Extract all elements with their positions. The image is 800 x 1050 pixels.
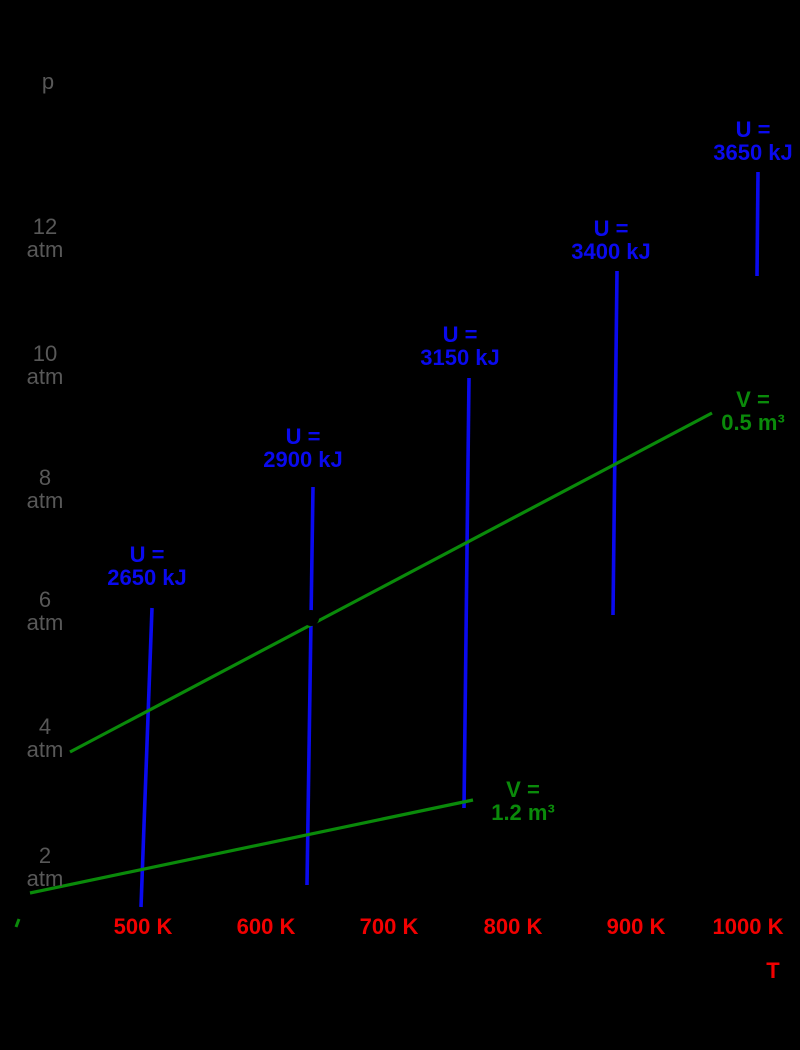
y-tick-unit: atm <box>26 488 64 513</box>
v-label-line2: 1.2 m³ <box>491 800 555 825</box>
y-tick-10-atm: 10 atm <box>27 342 64 388</box>
x-tick-700k: 700 K <box>359 914 419 939</box>
u-2650-line <box>139 607 154 908</box>
v-1.2-line <box>29 798 474 895</box>
u-label-line1: U = <box>129 542 165 567</box>
v-1.2-label: V = 1.2 m³ <box>491 778 555 824</box>
x-tick-500k: 500 K <box>113 914 173 939</box>
u-label-line2: 3400 kJ <box>571 239 651 264</box>
y-tick-6-atm: 6 atm <box>27 588 64 634</box>
x-tick-900k: 900 K <box>606 914 666 939</box>
v-label-line2: 0.5 m³ <box>721 410 785 435</box>
u-label-line2: 3650 kJ <box>713 140 793 165</box>
y-tick-value: 8 <box>38 465 52 490</box>
u-label-line2: 2900 kJ <box>263 447 343 472</box>
u-2900-line <box>305 486 315 886</box>
y-tick-unit: atm <box>26 237 64 262</box>
u-3650-label: U = 3650 kJ <box>713 118 793 164</box>
stray-green-mark <box>14 918 21 928</box>
y-tick-2-atm: 2 atm <box>27 844 64 890</box>
y-tick-unit: atm <box>26 364 64 389</box>
y-tick-4-atm: 4 atm <box>27 715 64 761</box>
y-tick-unit: atm <box>26 866 64 891</box>
state-point-dot <box>303 610 319 626</box>
y-tick-unit: atm <box>26 737 64 762</box>
x-axis-symbol: T <box>766 958 780 983</box>
u-3400-label: U = 3400 kJ <box>571 217 651 263</box>
y-axis-symbol: p <box>41 69 55 94</box>
y-tick-8-atm: 8 atm <box>27 466 64 512</box>
u-3650-line <box>755 171 760 277</box>
x-tick-1000k: 1000 K <box>712 914 784 939</box>
u-label-line1: U = <box>285 424 321 449</box>
v-0.5-line <box>69 411 713 754</box>
y-tick-value: 6 <box>38 587 52 612</box>
y-tick-value: 12 <box>32 214 58 239</box>
y-tick-12-atm: 12 atm <box>27 215 64 261</box>
u-2650-label: U = 2650 kJ <box>107 543 187 589</box>
y-tick-value: 4 <box>38 714 52 739</box>
u-label-line2: 3150 kJ <box>420 345 500 370</box>
v-label-line1: V = <box>506 777 540 802</box>
y-tick-unit: atm <box>26 610 64 635</box>
u-label-line1: U = <box>735 117 771 142</box>
u-label-line1: U = <box>442 322 478 347</box>
y-tick-value: 2 <box>38 843 52 868</box>
u-3150-label: U = 3150 kJ <box>420 323 500 369</box>
x-tick-800k: 800 K <box>483 914 543 939</box>
u-2900-label: U = 2900 kJ <box>263 425 343 471</box>
y-tick-value: 10 <box>32 341 58 366</box>
u-label-line1: U = <box>593 216 629 241</box>
u-label-line2: 2650 kJ <box>107 565 187 590</box>
v-label-line1: V = <box>736 387 770 412</box>
u-3400-line <box>611 270 619 616</box>
v-0.5-label: V = 0.5 m³ <box>721 388 785 434</box>
x-tick-600k: 600 K <box>236 914 296 939</box>
u-3150-line <box>462 377 471 809</box>
